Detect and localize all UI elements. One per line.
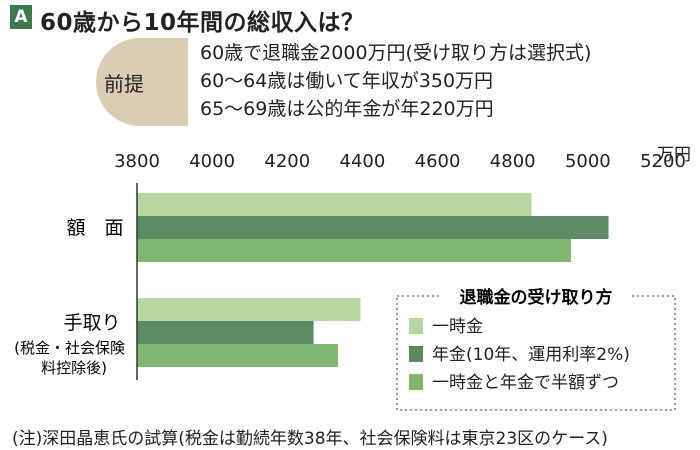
legend-swatch bbox=[409, 374, 423, 390]
bar bbox=[137, 216, 609, 239]
bar bbox=[137, 193, 532, 216]
legend-swatch bbox=[409, 318, 423, 334]
premise-line-2: 60〜64歳は働いて年収が350万円 bbox=[200, 70, 494, 92]
bar bbox=[137, 321, 314, 344]
premise-line-3: 65〜69歳は公的年金が年220万円 bbox=[200, 98, 494, 120]
x-tick-label: 4800 bbox=[490, 151, 536, 172]
legend-swatch bbox=[409, 346, 423, 362]
x-tick-label: 3800 bbox=[114, 151, 160, 172]
chart-title: 60歳から10年間の総収入は？ bbox=[40, 10, 365, 36]
category-label-net: 手取り bbox=[63, 312, 120, 334]
x-tick-label: 4400 bbox=[340, 151, 386, 172]
section-badge: A bbox=[10, 5, 32, 29]
legend-box bbox=[396, 295, 676, 411]
x-tick-label: 4200 bbox=[264, 151, 310, 172]
x-tick-label: 5000 bbox=[565, 151, 611, 172]
footnote: (注)深田晶恵氏の試算(税金は勤続年数38年、社会保険料は東京23区のケース) bbox=[12, 429, 608, 449]
x-tick-label: 5200 bbox=[640, 151, 686, 172]
axis-unit-label: 万円 bbox=[657, 145, 691, 165]
premise-label: 前提 bbox=[104, 72, 144, 96]
legend-label: 年金(10年、運用利率2%) bbox=[432, 345, 630, 365]
bar bbox=[137, 298, 361, 321]
legend-label: 一時金 bbox=[432, 317, 483, 337]
x-tick-label: 4600 bbox=[415, 151, 461, 172]
legend-label: 一時金と年金で半額ずつ bbox=[432, 373, 619, 393]
premise-line-1: 60歳で退職金2000万円(受け取り方は選択式) bbox=[200, 42, 592, 64]
premise-pill bbox=[96, 38, 188, 126]
category-note: (税金・社会保険 料控除後) bbox=[14, 339, 130, 377]
legend-title: 退職金の受け取り方 bbox=[460, 287, 613, 308]
bar bbox=[137, 344, 339, 367]
legend-title-backdrop bbox=[440, 288, 632, 306]
x-tick-label: 4000 bbox=[189, 151, 235, 172]
bar bbox=[137, 239, 571, 262]
category-label-gross: 額 面 bbox=[66, 217, 123, 239]
